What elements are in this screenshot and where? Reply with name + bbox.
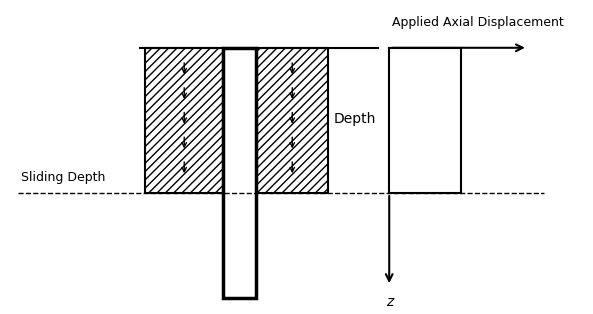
Bar [256,48,329,193]
Text: Depth: Depth [334,112,376,126]
Text: Sliding Depth: Sliding Depth [21,171,105,184]
Text: z: z [385,295,393,309]
Text: Applied Axial Displacement: Applied Axial Displacement [392,16,564,29]
Bar [223,48,256,298]
Bar [145,48,223,193]
